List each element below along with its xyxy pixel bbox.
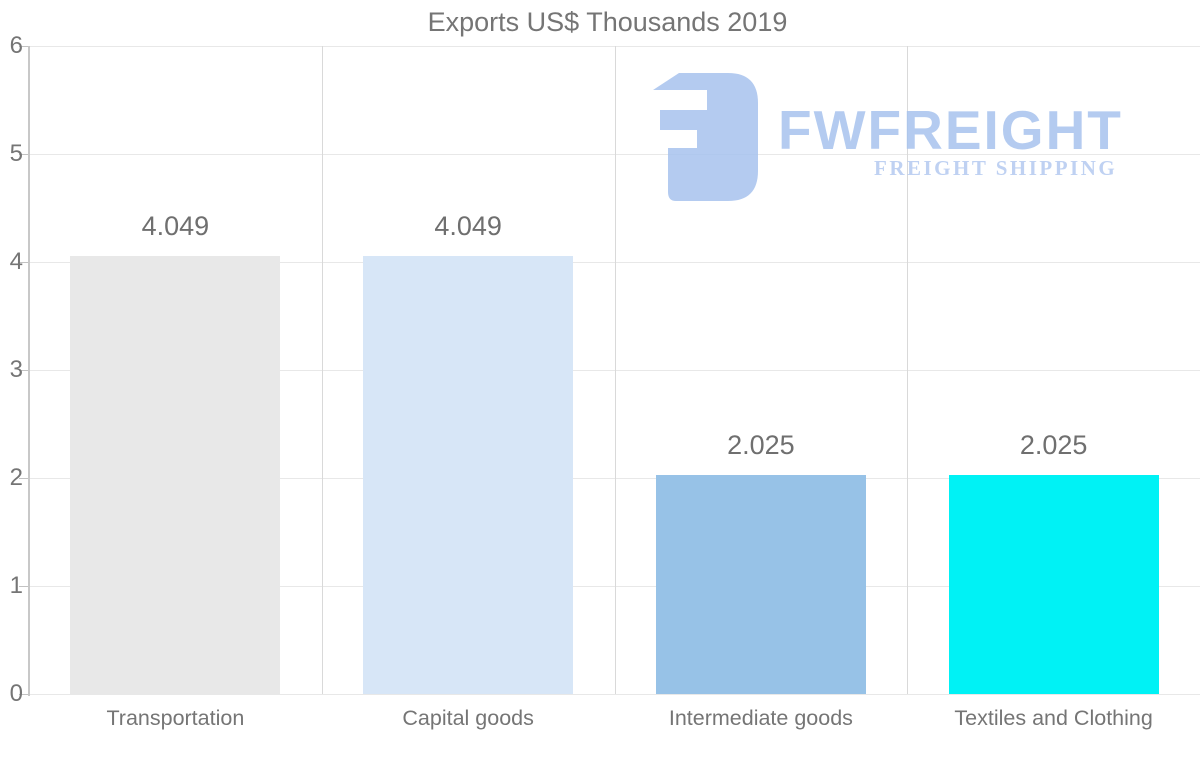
bar-textiles-and-clothing — [948, 475, 1159, 694]
bar-value-label: 2.025 — [727, 430, 795, 461]
gridline-v — [614, 45, 616, 694]
logo-brand-text: FWFREIGHT — [778, 99, 1123, 161]
gridline-h — [29, 694, 1200, 695]
x-axis-label: Textiles and Clothing — [954, 706, 1153, 730]
bar-intermediate-goods — [655, 475, 866, 694]
y-axis-label: 5 — [9, 139, 23, 167]
bar-transportation — [70, 256, 281, 694]
y-axis-tick — [19, 477, 29, 479]
logo-mark-icon — [653, 73, 758, 201]
logo-tagline-text: FREIGHT SHIPPING — [874, 156, 1118, 180]
x-axis-label: Capital goods — [402, 706, 534, 730]
y-axis-label: 4 — [9, 247, 23, 275]
bar-capital-goods — [363, 256, 574, 694]
x-axis-label: Transportation — [106, 706, 245, 730]
y-axis-tick — [19, 585, 29, 587]
gridline-v — [907, 45, 909, 694]
y-axis-label: 6 — [9, 31, 23, 59]
y-axis-label: 3 — [9, 355, 23, 383]
y-axis-label: 1 — [9, 571, 23, 599]
y-axis-label: 0 — [9, 680, 23, 707]
bar-value-label: 4.049 — [141, 211, 210, 242]
bar-value-label: 4.049 — [434, 211, 502, 242]
chart-title: Exports US$ Thousands 2019 — [427, 7, 788, 37]
y-axis-tick — [19, 261, 29, 263]
gridline-v — [321, 45, 323, 694]
x-axis-label: Intermediate goods — [668, 706, 853, 730]
bar-value-label: 2.025 — [1019, 430, 1088, 461]
y-axis-tick — [19, 153, 29, 155]
y-axis-label: 2 — [9, 463, 23, 491]
y-axis-line — [28, 45, 30, 696]
y-axis-tick — [19, 45, 29, 47]
y-axis-tick — [19, 369, 29, 371]
y-axis-tick — [19, 694, 29, 695]
